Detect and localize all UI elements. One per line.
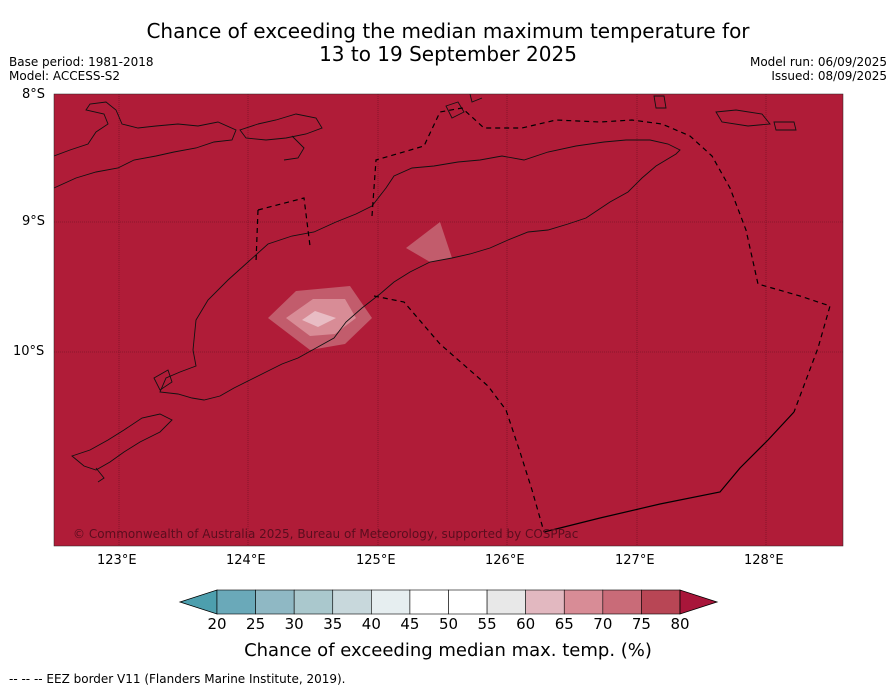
colorbar xyxy=(178,589,719,615)
colorbar-bin xyxy=(486,589,526,615)
colorbar-tick-label: 25 xyxy=(246,615,266,633)
copyright-notice: © Commonwealth of Australia 2025, Bureau… xyxy=(73,527,579,541)
chart-title-line2: 13 to 19 September 2025 xyxy=(319,42,577,66)
colorbar-tick-label: 75 xyxy=(631,615,651,633)
map-frame xyxy=(53,93,844,547)
map-background xyxy=(54,94,843,546)
lat-label-9s: 9°S xyxy=(22,214,46,229)
colorbar-bin xyxy=(448,589,488,615)
coastlines xyxy=(54,94,797,483)
colorbar-bin xyxy=(216,589,256,615)
lon-label-125e: 125°E xyxy=(356,553,396,568)
colorbar-bin xyxy=(525,589,565,615)
colorbar-bin xyxy=(602,589,642,615)
colorbar-tick-label: 65 xyxy=(554,615,574,633)
colorbar-under-arrow xyxy=(178,589,218,615)
colorbar-over-arrow xyxy=(679,589,719,615)
colorbar-tick-label: 80 xyxy=(670,615,690,633)
lon-label-124e: 124°E xyxy=(226,553,266,568)
colorbar-tick-label: 50 xyxy=(438,615,459,633)
lon-label-123e: 123°E xyxy=(97,553,137,568)
colorbar-tick-label: 20 xyxy=(207,615,227,633)
graticule xyxy=(54,94,843,546)
model-run: Model run: 06/09/2025 xyxy=(749,55,887,69)
lon-label-127e: 127°E xyxy=(615,553,655,568)
colorbar-bin xyxy=(563,589,604,615)
eez-border xyxy=(255,107,831,533)
lat-label-10s: 10°S xyxy=(13,344,45,359)
colorbar-bin xyxy=(332,589,372,615)
colorbar-bin xyxy=(641,589,681,615)
anomaly-contour-60 xyxy=(302,311,336,327)
issued-date: Issued: 08/09/2025 xyxy=(771,69,887,83)
base-period: Base period: 1981-2018 xyxy=(9,55,154,69)
colorbar-tick-label: 30 xyxy=(284,615,304,633)
colorbar-tick-label: 60 xyxy=(516,615,536,633)
lat-label-8s: 8°S xyxy=(22,87,46,102)
anomaly-contour-north xyxy=(406,222,452,262)
colorbar-tick-label: 70 xyxy=(593,615,613,633)
colorbar-tick-label: 35 xyxy=(323,615,343,633)
maritime-boundary xyxy=(543,411,795,533)
colorbar-title: Chance of exceeding median max. temp. (%… xyxy=(244,640,652,661)
colorbar-bins xyxy=(216,589,681,615)
colorbar-bin xyxy=(293,589,334,615)
model-name: Model: ACCESS-S2 xyxy=(9,69,121,83)
colorbar-tick-label: 45 xyxy=(400,615,420,633)
colorbar-bin xyxy=(255,589,295,615)
lon-label-128e: 128°E xyxy=(744,553,784,568)
colorbar-bin xyxy=(371,589,411,615)
chart-title-line1: Chance of exceeding the median maximum t… xyxy=(146,19,750,43)
eez-source-note: -- -- -- EEZ border V11 (Flanders Marine… xyxy=(9,672,346,686)
lon-label-126e: 126°E xyxy=(485,553,525,568)
colorbar-bin xyxy=(409,589,449,615)
colorbar-tick-label: 55 xyxy=(477,615,497,633)
colorbar-tick-label: 40 xyxy=(361,615,381,633)
